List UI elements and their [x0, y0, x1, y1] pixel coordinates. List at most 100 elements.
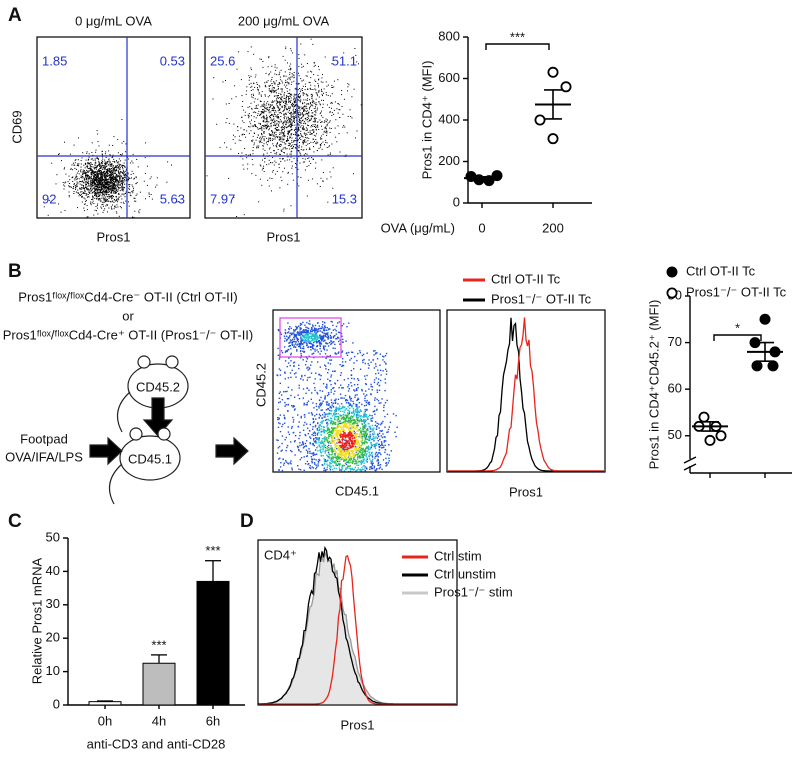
event: [114, 160, 116, 162]
event: [249, 153, 251, 155]
event: [311, 98, 313, 99]
event: [257, 90, 259, 92]
event: [82, 180, 83, 182]
event: [367, 415, 369, 418]
event: [328, 393, 330, 396]
event: [271, 90, 273, 92]
event: [87, 168, 89, 169]
event: [306, 166, 308, 167]
event: [121, 193, 123, 195]
event: [104, 176, 106, 178]
event: [71, 164, 73, 166]
event: [385, 352, 388, 355]
event: [306, 63, 308, 64]
event: [289, 159, 291, 161]
event: [85, 162, 86, 164]
event: [306, 103, 308, 105]
event: [293, 330, 295, 332]
event: [306, 455, 309, 457]
event: [303, 336, 306, 338]
event: [297, 149, 299, 151]
event: [127, 173, 129, 175]
event: [273, 87, 275, 89]
event: [103, 191, 105, 193]
event: [316, 124, 318, 126]
event: [315, 110, 317, 112]
event: [116, 180, 118, 182]
event: [342, 387, 344, 389]
event: [300, 350, 302, 352]
event: [108, 178, 110, 180]
event: [315, 413, 318, 416]
event: [349, 395, 351, 398]
event: [91, 178, 92, 179]
event: [386, 413, 389, 415]
event: [277, 121, 279, 123]
event: [274, 73, 276, 75]
event: [295, 104, 297, 106]
event: [332, 402, 335, 404]
event: [94, 183, 96, 185]
event: [94, 190, 96, 191]
event: [280, 462, 282, 464]
event: [255, 112, 257, 114]
event: [279, 136, 281, 138]
event: [99, 179, 101, 181]
event: [112, 170, 114, 172]
event: [241, 95, 243, 97]
event: [127, 178, 129, 180]
event: [276, 170, 278, 172]
event: [113, 181, 115, 183]
event: [300, 43, 302, 45]
event: [105, 178, 107, 180]
event: [299, 126, 301, 128]
event: [119, 171, 121, 173]
event: [359, 446, 361, 449]
event: [121, 165, 123, 166]
event: [98, 189, 100, 191]
event: [85, 188, 87, 190]
event: [80, 171, 82, 173]
event: [280, 140, 282, 142]
event: [98, 172, 100, 174]
event: [371, 467, 374, 470]
event: [376, 454, 379, 456]
event: [70, 168, 72, 170]
event: [291, 405, 293, 407]
event: [280, 120, 282, 122]
event: [325, 118, 327, 120]
event: [323, 334, 325, 337]
event: [83, 192, 85, 194]
event: [302, 329, 305, 331]
event: [325, 121, 327, 123]
event: [302, 379, 304, 381]
event: [321, 93, 323, 95]
event: [330, 332, 333, 334]
event: [85, 185, 87, 187]
event: [308, 125, 310, 127]
event: [355, 54, 357, 56]
event: [320, 338, 322, 340]
event: [83, 179, 85, 180]
event: [90, 182, 92, 184]
event: [269, 115, 270, 117]
event: [287, 183, 289, 185]
event: [310, 346, 312, 348]
event: [115, 177, 117, 179]
event: [263, 167, 264, 169]
event: [135, 176, 137, 178]
event: [305, 86, 306, 87]
event: [112, 194, 114, 196]
event: [272, 171, 274, 173]
event: [101, 165, 103, 167]
event: [122, 180, 124, 182]
event: [373, 445, 375, 448]
event: [314, 449, 317, 451]
event: [284, 360, 287, 362]
event: [250, 69, 252, 71]
event: [300, 95, 301, 97]
event: [319, 345, 321, 347]
event: [303, 121, 305, 123]
event: [318, 407, 320, 409]
event: [86, 181, 88, 183]
